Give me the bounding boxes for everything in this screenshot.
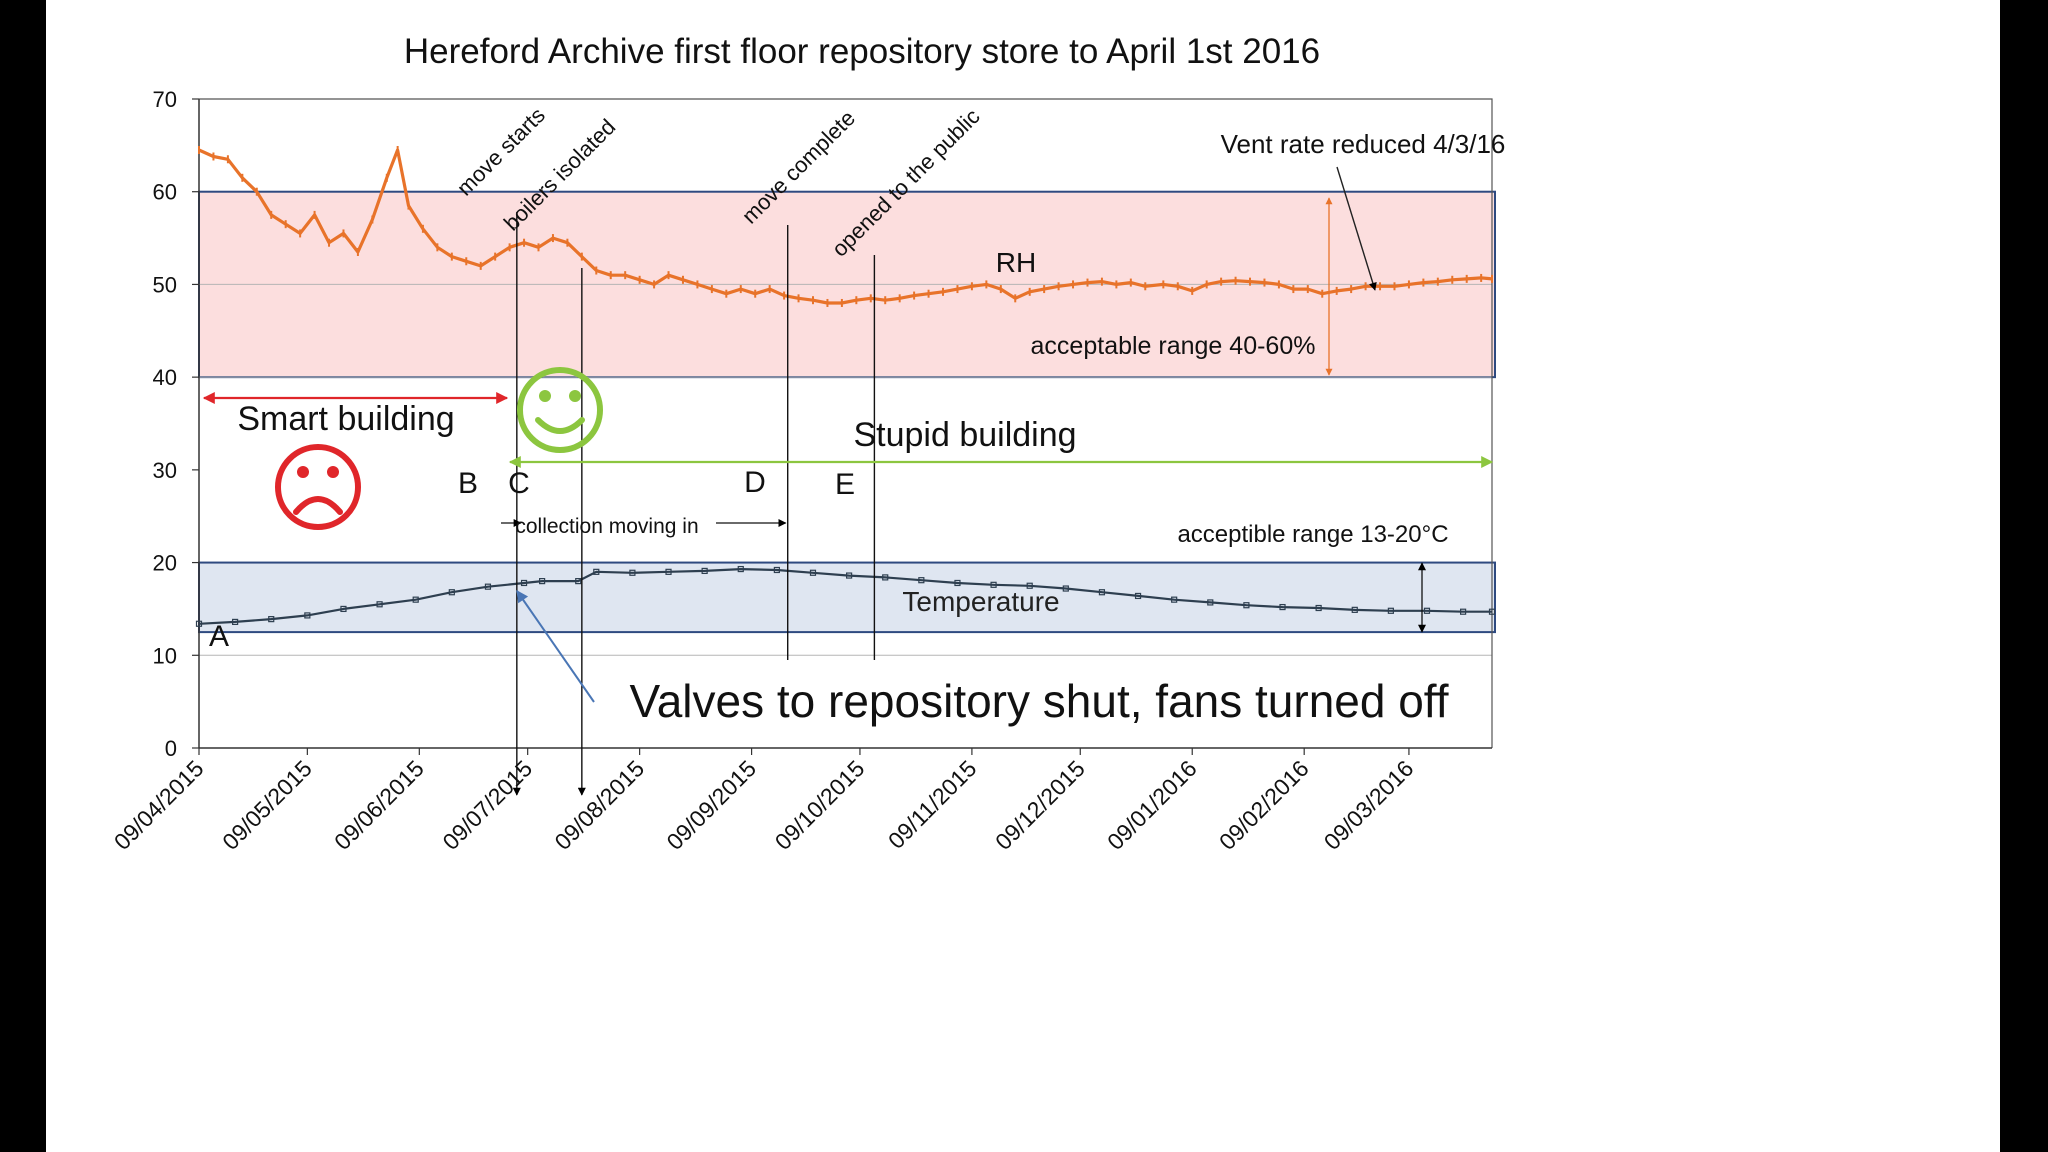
- series-1-point-15: [701, 567, 708, 575]
- series-1-point-37: [1488, 608, 1496, 615]
- x-tick-label-0: 09/04/2015: [109, 755, 209, 855]
- x-tick-label-6: 09/10/2015: [770, 755, 870, 855]
- series-1-point-23: [990, 581, 997, 588]
- series-1-point-5: [376, 601, 383, 608]
- event-opened-public-letter: E: [835, 468, 855, 501]
- series-1-point-32: [1315, 604, 1322, 612]
- series-1-point-6: [412, 596, 419, 603]
- series-1-point-31: [1279, 603, 1286, 611]
- valves-pointer-arrow: [516, 590, 595, 703]
- series-1-point-1: [232, 618, 239, 626]
- x-tick-label-8: 09/12/2015: [990, 755, 1090, 855]
- y-tick-label-40: 40: [153, 365, 177, 390]
- x-tick-label-4: 09/08/2015: [549, 755, 649, 855]
- chart: Hereford Archive first floor repository …: [109, 32, 1506, 855]
- series-1-point-19: [846, 572, 853, 579]
- happy-face-eye-left: [539, 390, 551, 402]
- valves-label: Valves to repository shut, fans turned o…: [629, 675, 1448, 727]
- moving-label: collection moving in: [515, 515, 698, 538]
- series-1-point-3: [304, 612, 311, 619]
- series-1-point-20: [882, 574, 889, 581]
- sad-face-mouth: [293, 496, 343, 515]
- rh-label: RH: [996, 247, 1036, 278]
- series-1-point-11: [575, 578, 582, 585]
- sad-face-outline: [275, 444, 361, 530]
- series-1-point-33: [1351, 606, 1358, 613]
- point-a-label: A: [209, 620, 229, 653]
- y-tick-label-60: 60: [153, 180, 177, 205]
- x-tick-label-2: 09/06/2015: [329, 755, 429, 855]
- series-1-point-2: [268, 616, 275, 623]
- rh-range-label: acceptable range 40-60%: [1031, 332, 1316, 360]
- series-1-point-36: [1460, 608, 1467, 615]
- series-1-point-17: [773, 566, 780, 574]
- y-tick-label-0: 0: [165, 736, 177, 761]
- sad-face-eye-left: [297, 466, 309, 478]
- series-1-point-16: [737, 565, 744, 573]
- y-tick-label-20: 20: [153, 551, 177, 576]
- series-1-point-7: [448, 589, 455, 596]
- series-1-point-9: [520, 579, 528, 587]
- y-tick-label-30: 30: [153, 458, 177, 483]
- series-1-line: [198, 568, 1492, 625]
- series-1-point-0: [195, 620, 203, 627]
- series-1-point-4: [340, 605, 347, 613]
- x-tick-label-9: 09/01/2016: [1102, 755, 1202, 855]
- series-1-point-22: [954, 579, 961, 587]
- series-1-point-28: [1171, 596, 1178, 603]
- happy-face-icon: [517, 367, 603, 453]
- series-1-point-21: [918, 577, 925, 584]
- slide: Hereford Archive first floor repository …: [46, 0, 2000, 1152]
- series-1-point-10: [539, 578, 546, 585]
- plot-frame: [199, 98, 1493, 748]
- event-move-starts-letter: B: [458, 467, 478, 500]
- happy-face-mouth: [535, 417, 585, 434]
- event-boilers-isolated-letter: C: [508, 467, 530, 500]
- series-1-point-25: [1062, 585, 1069, 592]
- series-1-point-24: [1026, 582, 1033, 589]
- happy-face-eye-right: [569, 390, 581, 402]
- x-tick-label-1: 09/05/2015: [217, 755, 317, 855]
- x-tick-label-10: 09/02/2016: [1214, 755, 1314, 855]
- x-tick-label-3: 09/07/2015: [437, 755, 537, 855]
- series-1-point-27: [1134, 592, 1142, 600]
- vent-label: Vent rate reduced 4/3/16: [1221, 129, 1506, 159]
- y-tick-label-70: 70: [153, 87, 177, 112]
- x-tick-label-7: 09/11/2015: [883, 755, 982, 854]
- vent-arrow: [1336, 166, 1377, 291]
- sad-face-icon: [275, 444, 361, 530]
- temperature-label: Temperature: [902, 586, 1059, 617]
- x-tick-label-5: 09/09/2015: [661, 755, 761, 855]
- stupid-building-label: Stupid building: [853, 416, 1076, 454]
- event-move-complete-letter: D: [744, 466, 766, 499]
- series-1-point-26: [1098, 589, 1106, 596]
- series-1-point-13: [629, 569, 636, 576]
- series-1-point-29: [1207, 599, 1214, 606]
- series-1-point-12: [593, 568, 600, 575]
- series-1-point-34: [1387, 607, 1394, 614]
- x-tick-label-11: 09/03/2016: [1319, 755, 1419, 855]
- series-1-point-8: [484, 583, 492, 590]
- smart-building-label: Smart building: [237, 400, 454, 438]
- series-1-point-30: [1243, 602, 1250, 609]
- series-1-point-18: [809, 569, 817, 576]
- chart-title: Hereford Archive first floor repository …: [404, 32, 1320, 71]
- temp-range-label: acceptible range 13-20°C: [1177, 521, 1448, 548]
- happy-face-outline: [517, 367, 603, 453]
- series-1-point-14: [665, 568, 672, 575]
- y-tick-label-50: 50: [153, 272, 177, 297]
- sad-face-eye-right: [327, 466, 339, 478]
- y-tick-label-10: 10: [153, 643, 177, 668]
